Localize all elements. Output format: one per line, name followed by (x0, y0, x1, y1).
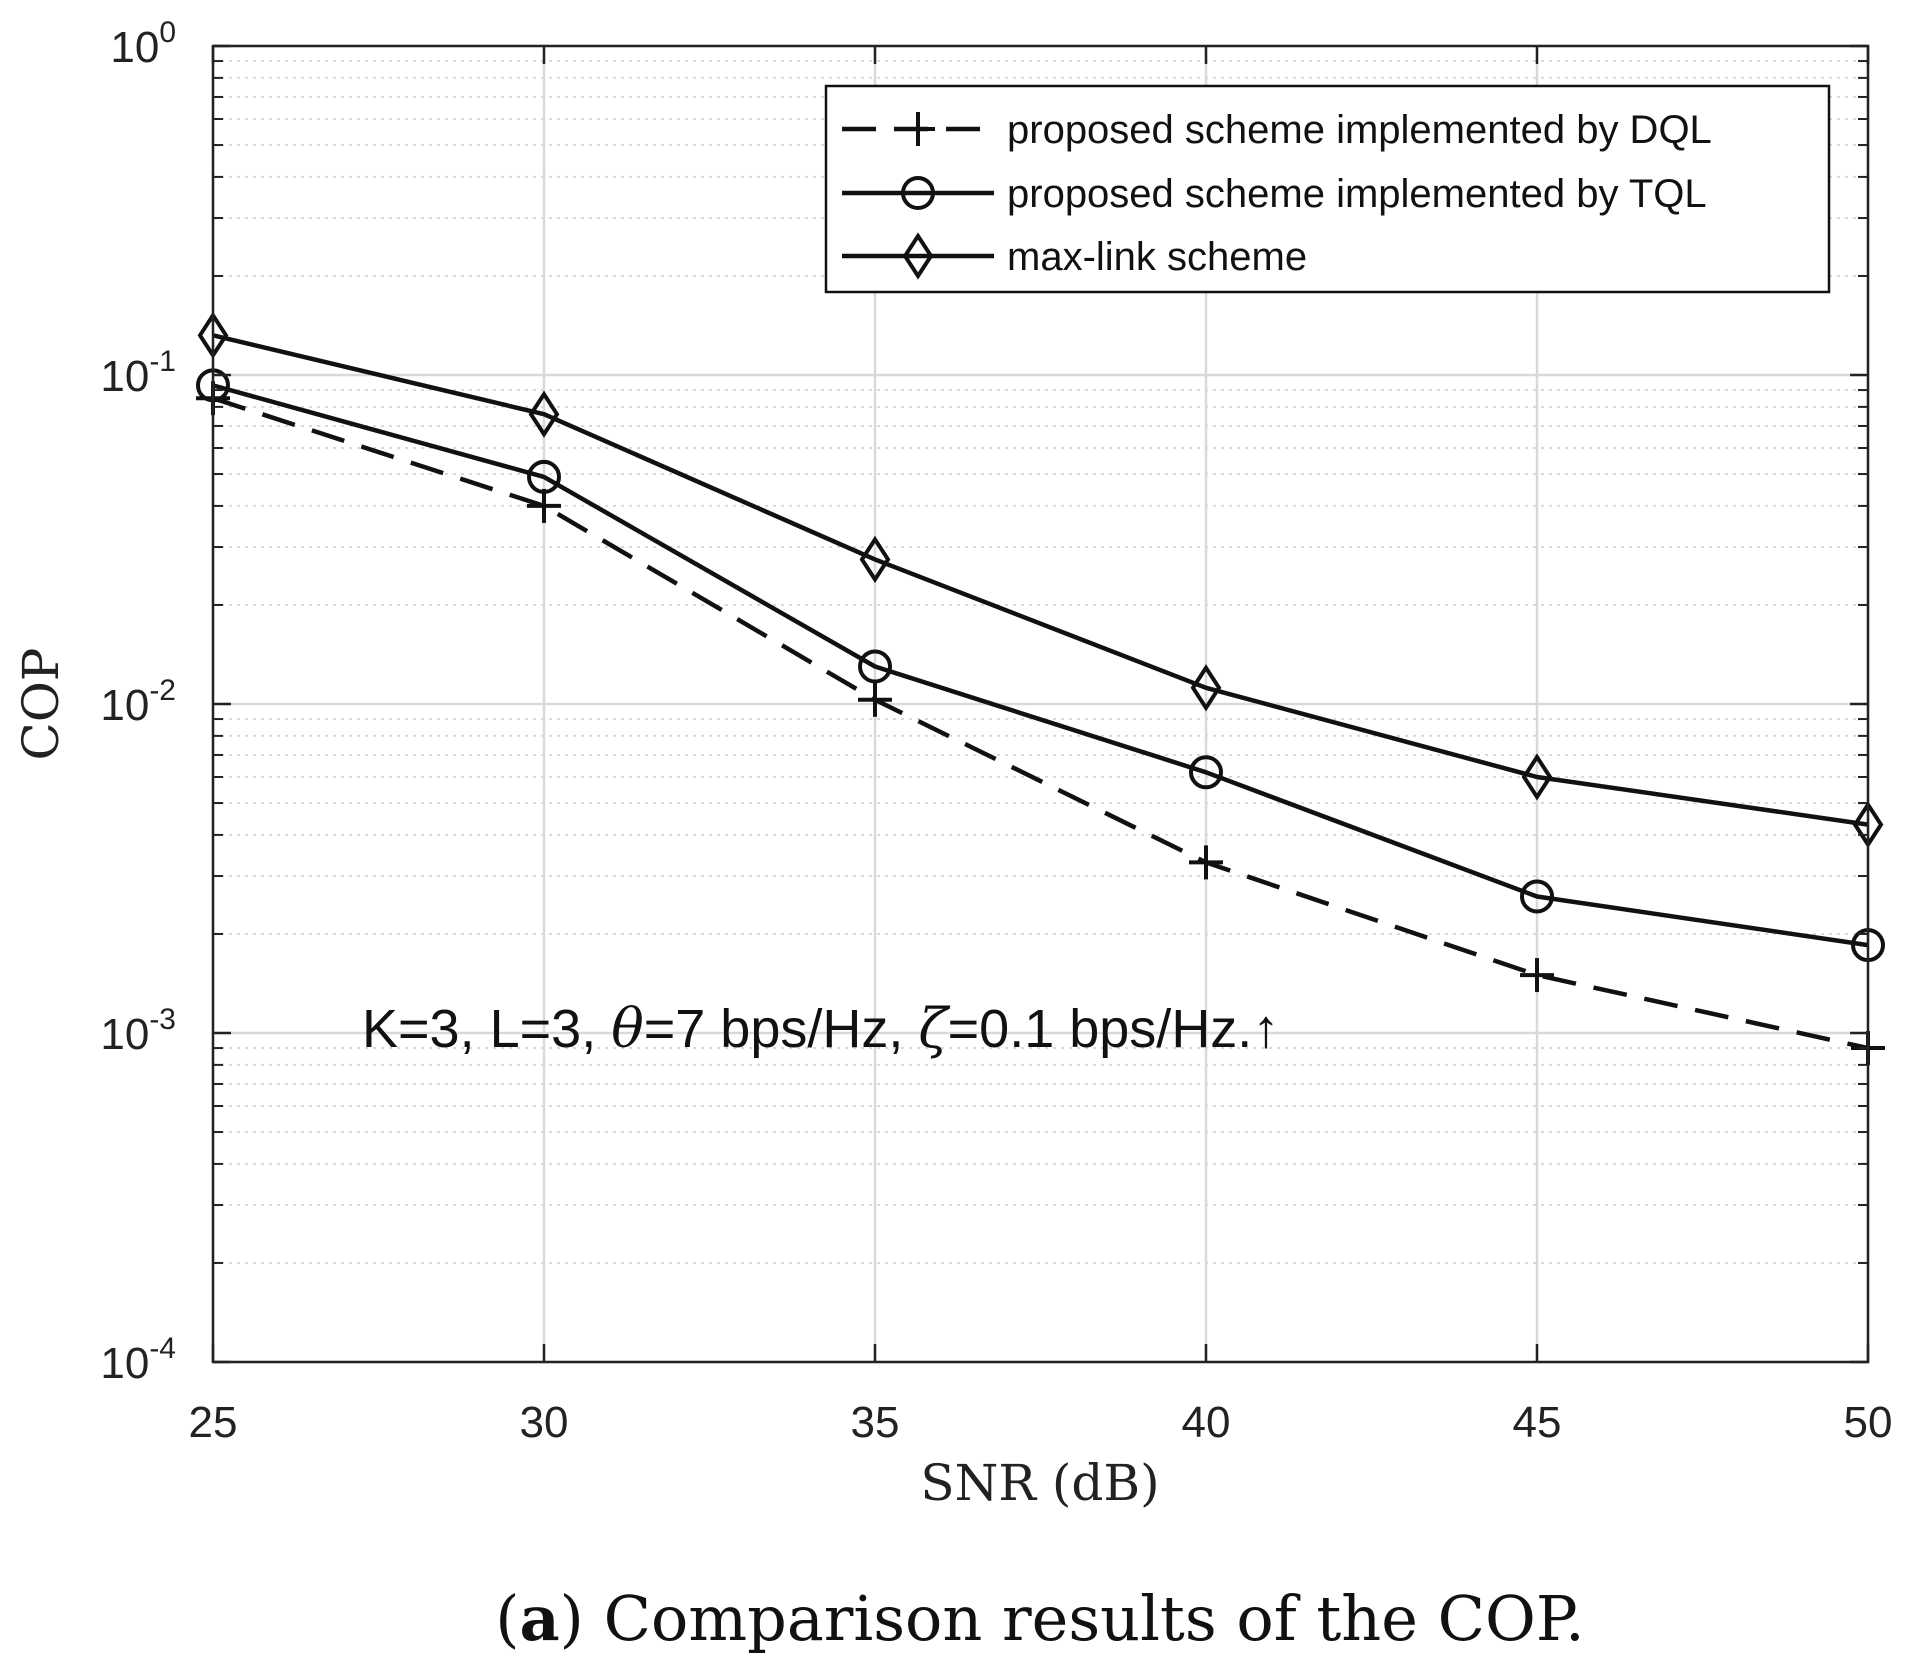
series-1-line (212, 396, 1869, 1051)
y-tick-base: 10 (100, 1010, 149, 1059)
x-axis-title: SNR (dB) (920, 1454, 1159, 1512)
series-3-point (528, 390, 560, 438)
axis-ticks (211, 44, 1870, 1364)
caption-text: Comparison results of the COP. (584, 1582, 1585, 1655)
annotation-zeta-symbol: ζ (918, 997, 950, 1060)
legend-marker-1 (901, 112, 935, 146)
caption-close: ) (560, 1582, 584, 1655)
x-tick-label: 45 (1513, 1398, 1562, 1447)
series-1-point (1520, 958, 1554, 993)
x-tick-label: 40 (1182, 1398, 1231, 1447)
series-2-point (1189, 755, 1223, 790)
y-tick-base: 10 (100, 681, 149, 730)
y-tick-label: 10-3 (100, 1003, 176, 1059)
figure-caption: (a) Comparison results of the COP. (495, 1582, 1584, 1655)
parameter-annotation: K=3, L=3, θ=7 bps/Hz, ζ=0.1 bps/Hz.↑ (362, 997, 1279, 1060)
series-2-point (1520, 879, 1554, 914)
legend-entry-3: max-link scheme (842, 232, 1307, 280)
legend-marker-2 (901, 176, 935, 210)
y-tick-label: 10-2 (100, 674, 176, 730)
legend-label-3: max-link scheme (1007, 235, 1307, 279)
series-3-point (1521, 753, 1553, 801)
series-3 (197, 311, 1884, 849)
y-tick-exponent: -3 (149, 1003, 176, 1036)
y-tick-label: 10-1 (100, 345, 176, 401)
x-tick-label: 25 (189, 1398, 238, 1447)
annotation-prefix: K=3, L=3, (362, 999, 611, 1059)
x-tick-label: 50 (1844, 1398, 1893, 1447)
series-1-point (858, 682, 892, 717)
y-tick-base: 10 (110, 23, 159, 72)
series-2-point (527, 459, 561, 494)
y-tick-base: 10 (100, 352, 149, 401)
x-tick-label: 30 (520, 1398, 569, 1447)
series-3-line (212, 333, 1869, 827)
y-tick-base: 10 (100, 1339, 149, 1388)
series-1-point (527, 488, 561, 523)
legend-label-2: proposed scheme implemented by TQL (1007, 172, 1707, 216)
legend-label-1: proposed scheme implemented by DQL (1007, 108, 1712, 152)
series-2-point (858, 649, 892, 684)
y-tick-label: 10-4 (100, 1332, 176, 1388)
x-tick-label: 35 (851, 1398, 900, 1447)
y-tick-exponent: -4 (149, 1332, 176, 1365)
caption-label: a (519, 1582, 559, 1655)
annotation-theta-value: =7 bps/Hz, (644, 999, 919, 1059)
series-layer (196, 311, 1885, 1066)
series-2 (196, 368, 1885, 963)
y-tick-exponent: -1 (149, 345, 176, 378)
series-3-point (1190, 664, 1222, 712)
series-1-point (1189, 845, 1223, 880)
y-tick-label: 100 (110, 16, 176, 72)
series-1 (196, 381, 1885, 1066)
series-2-line (212, 383, 1869, 948)
legend-entries: proposed scheme implemented by DQL propos… (842, 108, 1712, 280)
y-tick-exponent: 0 (159, 16, 176, 49)
legend-entry-1: proposed scheme implemented by DQL (842, 108, 1712, 152)
annotation-zeta-value: =0.1 bps/Hz.↑ (948, 999, 1280, 1059)
y-tick-exponent: -2 (149, 674, 176, 707)
legend-marker-3 (902, 232, 934, 280)
legend: proposed scheme implemented by DQL propos… (824, 84, 1831, 294)
legend-entry-2: proposed scheme implemented by TQL (842, 172, 1707, 216)
series-3-point (859, 535, 891, 584)
caption-open: ( (495, 1582, 519, 1655)
annotation-theta-symbol: θ (611, 997, 644, 1060)
y-axis-title: COP (12, 648, 70, 761)
